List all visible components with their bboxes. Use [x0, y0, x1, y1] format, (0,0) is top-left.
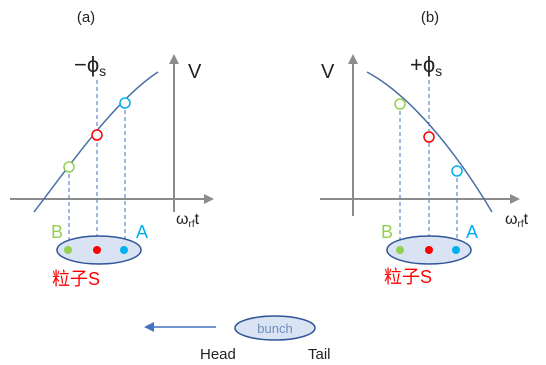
panel-a-rf-curve	[33, 71, 159, 213]
panel-a-particle-b	[64, 246, 72, 254]
panel-b-label: (b)	[421, 9, 439, 26]
panel-a-s-label: 粒子S	[52, 269, 100, 289]
panel-b-phase-label: +ϕs	[410, 52, 442, 79]
panel-b-curve-point-s	[423, 131, 435, 143]
panel-a-b-label: B	[51, 222, 63, 242]
panel-b-wt-label: ωrft	[505, 211, 529, 230]
panel-b-curve-point-a	[451, 165, 463, 177]
panel-a-curve-point-b	[63, 161, 75, 173]
panel-a: (a) −ϕs V ωrft B A 粒子S	[10, 9, 214, 289]
panel-a-phase-label: −ϕs	[74, 52, 106, 79]
bunch-legend: bunch Head Tail	[144, 315, 331, 363]
panel-a-a-label: A	[136, 222, 148, 242]
panel-a-label: (a)	[77, 9, 95, 26]
panel-b-curve-point-b	[394, 98, 406, 110]
panel-b: (b) +ϕs V ωrft B A 粒子S	[320, 9, 529, 287]
panel-a-particle-a	[120, 246, 128, 254]
panel-a-curve-point-a	[119, 97, 131, 109]
panel-b-particle-s	[425, 246, 433, 254]
panel-b-a-label: A	[466, 222, 478, 242]
panel-b-particle-b	[396, 246, 404, 254]
panel-a-v-label: V	[188, 61, 202, 83]
panel-b-s-label: 粒子S	[384, 267, 432, 287]
panel-a-wt-label: ωrft	[176, 211, 200, 230]
bunch-legend-ellipse	[234, 315, 316, 341]
panel-a-particle-s	[93, 246, 101, 254]
bunch-legend-label: bunch	[257, 321, 292, 336]
head-label: Head	[200, 346, 236, 363]
panel-b-particle-a	[452, 246, 460, 254]
tail-label: Tail	[308, 346, 331, 363]
panel-b-b-label: B	[381, 222, 393, 242]
panel-b-rf-curve	[366, 71, 493, 213]
panel-a-curve-point-s	[91, 129, 103, 141]
panel-b-v-label: V	[321, 61, 335, 83]
